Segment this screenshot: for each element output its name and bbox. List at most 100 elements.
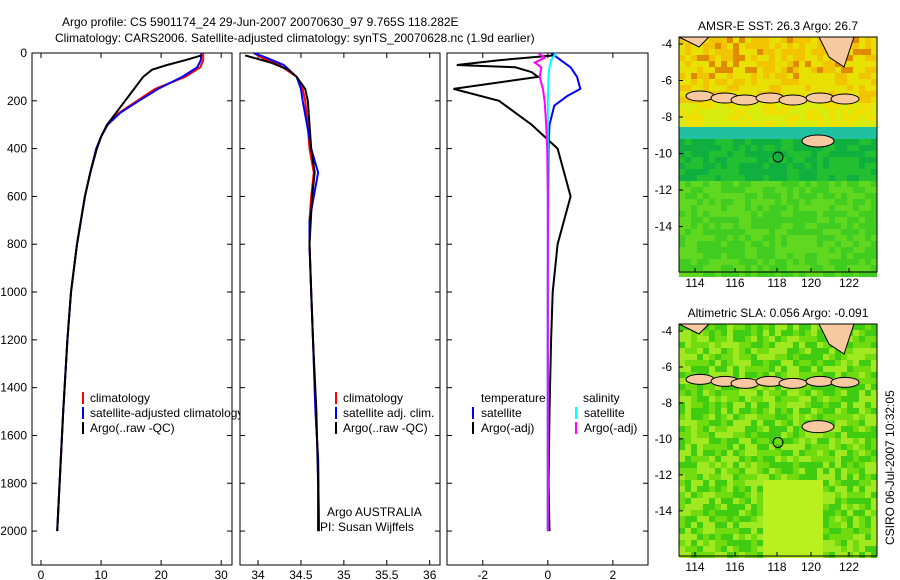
map-cell (865, 85, 871, 91)
map-cell (853, 342, 859, 348)
map-cell (697, 163, 703, 169)
map-cell (709, 486, 715, 492)
map-cell (871, 217, 877, 223)
map-cell (751, 157, 757, 163)
map-cell (727, 115, 733, 121)
map-cell (799, 516, 805, 522)
map-cell (745, 103, 751, 109)
map-cell (709, 396, 715, 402)
map-cell (745, 115, 751, 121)
map-cell (745, 43, 751, 49)
map-cell (697, 103, 703, 109)
map-cell (685, 211, 691, 217)
map-cell (763, 235, 769, 241)
map-cell (865, 438, 871, 444)
map-cell (817, 396, 823, 402)
map-cell (709, 528, 715, 534)
map-cell (751, 366, 757, 372)
map-cell (775, 492, 781, 498)
map-cell (715, 528, 721, 534)
map-cell (751, 498, 757, 504)
map-cell (733, 348, 739, 354)
map-cell (817, 151, 823, 157)
map-cell (739, 73, 745, 79)
map-cell (709, 444, 715, 450)
map-cell (823, 480, 829, 486)
map-cell (823, 498, 829, 504)
map-cell (751, 342, 757, 348)
map-cell (799, 253, 805, 259)
map-cell (805, 151, 811, 157)
map-cell (811, 552, 817, 558)
map-cell (787, 67, 793, 73)
series-group (56, 53, 205, 532)
map-cell (697, 61, 703, 67)
map-cell (853, 175, 859, 181)
map-cell (691, 480, 697, 486)
map-cell (787, 127, 793, 133)
map-cell (805, 37, 811, 43)
map-cell (793, 229, 799, 235)
map-cell (835, 474, 841, 480)
map-cell (769, 402, 775, 408)
map-cell (769, 55, 775, 61)
map-cell (739, 552, 745, 558)
map-cell (775, 217, 781, 223)
map-cell (757, 390, 763, 396)
map-cell (817, 253, 823, 259)
map-cell (703, 438, 709, 444)
map-cell (763, 223, 769, 229)
map-cell (721, 49, 727, 55)
map-cell (727, 229, 733, 235)
map-cell (763, 241, 769, 247)
map-cell (799, 223, 805, 229)
x-tick-label: 34.5 (289, 568, 313, 580)
map-cell (763, 175, 769, 181)
map-cell (739, 450, 745, 456)
map-cell (685, 265, 691, 271)
map-cell (793, 402, 799, 408)
map-cell (763, 462, 769, 468)
map-cell (691, 187, 697, 193)
map-cell (829, 546, 835, 552)
map-cell (769, 438, 775, 444)
map-cell (871, 223, 877, 229)
map-cell (811, 121, 817, 127)
map-cell (763, 498, 769, 504)
map-cell (721, 462, 727, 468)
map-cell (835, 115, 841, 121)
map-cell (865, 354, 871, 360)
map-cell (865, 360, 871, 366)
map-cell (703, 402, 709, 408)
map-cell (697, 217, 703, 223)
map-cell (769, 163, 775, 169)
map-cell (763, 265, 769, 271)
map-cell (841, 540, 847, 546)
map-cell (799, 73, 805, 79)
map-cell (733, 516, 739, 522)
map-cell (859, 73, 865, 79)
map-cell (787, 528, 793, 534)
map-cell (727, 480, 733, 486)
map-cell (787, 486, 793, 492)
map-cell (793, 504, 799, 510)
map-cell (829, 241, 835, 247)
map-cell (769, 133, 775, 139)
map-cell (739, 247, 745, 253)
map-cell (685, 253, 691, 259)
series-group (453, 53, 582, 532)
map-cell (721, 420, 727, 426)
map-cell (859, 265, 865, 271)
map-cell (745, 480, 751, 486)
map-cell (841, 504, 847, 510)
map-cell (769, 235, 775, 241)
map-cell (829, 432, 835, 438)
map-cell (751, 450, 757, 456)
map-cell (847, 121, 853, 127)
map-cell (727, 157, 733, 163)
map-cell (769, 336, 775, 342)
map-cell (793, 498, 799, 504)
map-cell (739, 205, 745, 211)
map-cell (733, 552, 739, 558)
map-cell (721, 336, 727, 342)
